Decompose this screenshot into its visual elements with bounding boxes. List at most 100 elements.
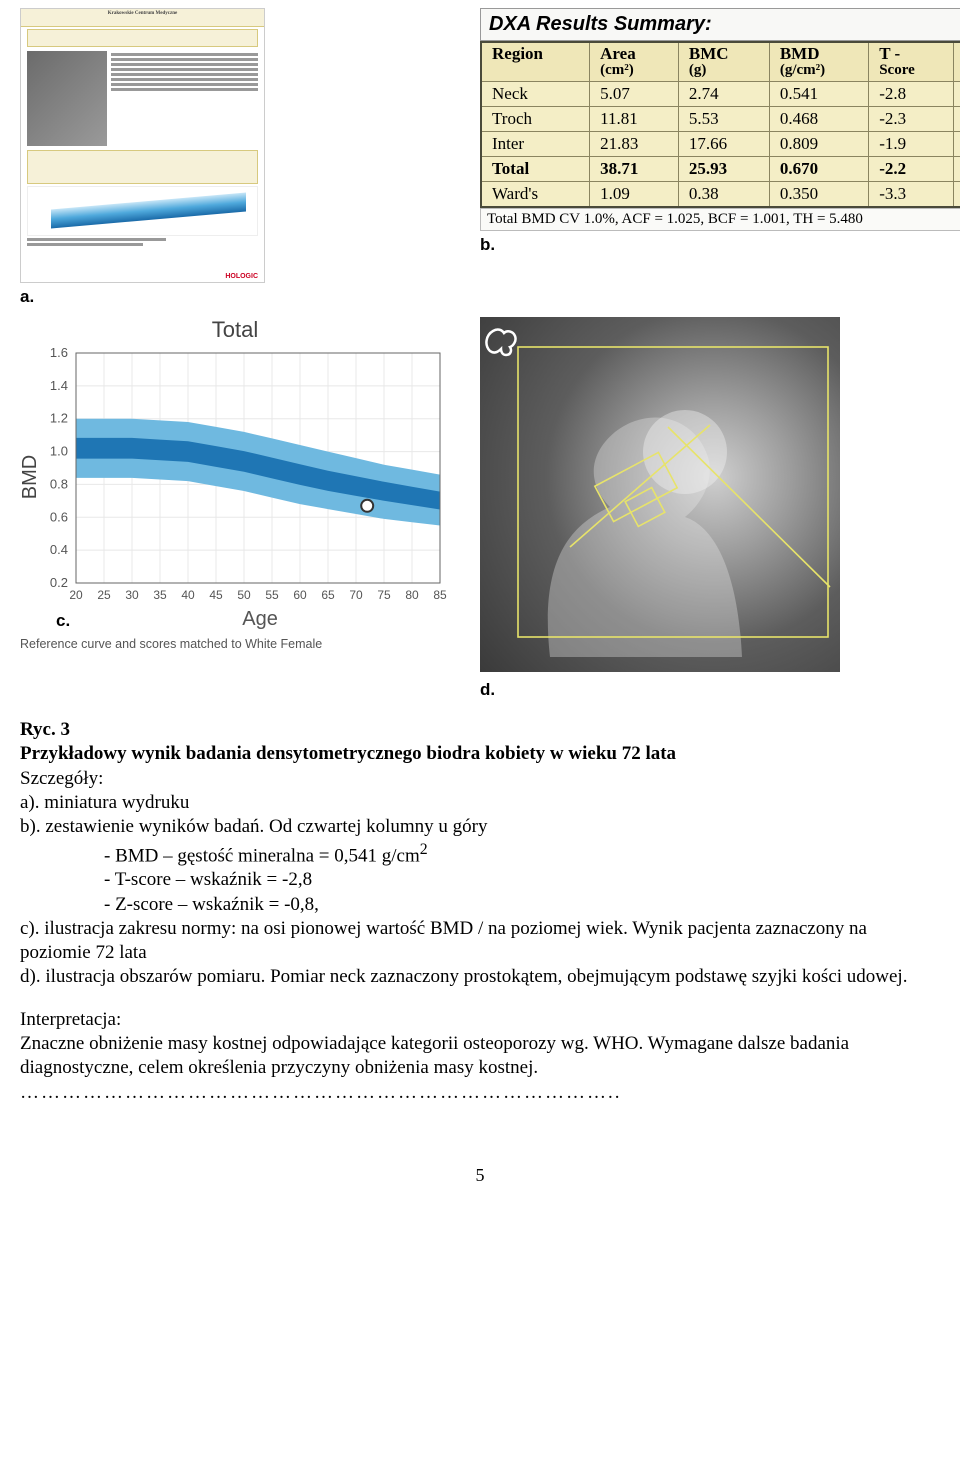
svg-text:1.4: 1.4 — [50, 378, 68, 393]
dxa-cell: -0.5 — [953, 131, 960, 156]
dxa-footer: Total BMD CV 1.0%, ACF = 1.025, BCF = 1.… — [480, 208, 960, 231]
svg-text:0.6: 0.6 — [50, 509, 68, 524]
chart-caption: Reference curve and scores matched to Wh… — [20, 637, 450, 651]
mini-strip — [27, 29, 258, 47]
panel-label-b: b. — [480, 235, 960, 255]
hip-icon — [480, 317, 522, 359]
dxa-cell: -1.9 — [869, 131, 954, 156]
dxa-cell: 25.93 — [678, 156, 769, 181]
page-number: 5 — [20, 1165, 940, 1186]
svg-text:55: 55 — [265, 588, 279, 602]
details-label: Szczegóły: — [20, 767, 940, 791]
dxa-cell: -0.6 — [953, 156, 960, 181]
dxa-cell: Neck — [481, 81, 590, 106]
panel-b: DXA Results Summary: RegionArea(cm²)BMC(… — [480, 8, 960, 307]
dxa-cell: 0.541 — [769, 81, 868, 106]
dxa-cell: -3.3 — [869, 181, 954, 207]
dxa-table: RegionArea(cm²)BMC(g)BMD(g/cm²)T -ScoreZ… — [480, 41, 960, 208]
figure-grid: Krakowskie Centrum Medyczne HOLOGIC a. — [20, 8, 940, 700]
detail-a: a). miniatura wydruku — [20, 791, 940, 815]
dxa-cell: -0.8 — [953, 81, 960, 106]
dxa-cell: 0.468 — [769, 106, 868, 131]
svg-text:85: 85 — [433, 588, 447, 602]
svg-text:20: 20 — [69, 588, 83, 602]
miniature-printout: Krakowskie Centrum Medyczne HOLOGIC — [20, 8, 265, 283]
panel-a: Krakowskie Centrum Medyczne HOLOGIC a. — [20, 8, 450, 307]
svg-text:0.8: 0.8 — [50, 476, 68, 491]
hologic-logo: HOLOGIC — [225, 273, 258, 280]
mini-info — [111, 51, 258, 146]
interp-label: Interpretacja: — [20, 1008, 940, 1032]
dxa-cell: -2.2 — [869, 156, 954, 181]
dxa-cell: Inter — [481, 131, 590, 156]
mini-header: Krakowskie Centrum Medyczne — [21, 9, 264, 27]
chart-xlabel: Age — [70, 608, 450, 631]
panel-label-c: c. — [56, 611, 70, 631]
dxa-col-header: BMD(g/cm²) — [769, 42, 868, 81]
panel-c: Total 0.2 0.4 0.6 0.8 1.0 1.2 1.4 1.6 20 25 30 35 40… — [20, 317, 450, 700]
dxa-col-header: Z -Score — [953, 42, 960, 81]
detail-b: b). zestawienie wyników badań. Od czwart… — [20, 815, 940, 839]
dxa-cell: -0.6 — [953, 181, 960, 207]
svg-text:BMD: BMD — [20, 455, 41, 499]
dxa-cell: 38.71 — [590, 156, 679, 181]
bmd-age-chart: 0.2 0.4 0.6 0.8 1.0 1.2 1.4 1.6 20 25 30 35 40 45 50 55… — [20, 347, 450, 607]
dxa-cell: 2.74 — [678, 81, 769, 106]
dxa-row: Ward's1.090.380.350-3.3-0.6 — [481, 181, 960, 207]
panel-d: d. — [480, 317, 960, 700]
svg-text:70: 70 — [349, 588, 363, 602]
svg-text:0.2: 0.2 — [50, 575, 68, 590]
dxa-cell: 11.81 — [590, 106, 679, 131]
dxa-cell: -0.9 — [953, 106, 960, 131]
dxa-row: Inter21.8317.660.809-1.9-0.5 — [481, 131, 960, 156]
svg-text:75: 75 — [377, 588, 391, 602]
dots: ………………………………………………………………………….. — [20, 1081, 940, 1105]
svg-text:50: 50 — [237, 588, 251, 602]
svg-text:80: 80 — [405, 588, 419, 602]
detail-c: c). ilustracja zakresu normy: na osi pio… — [20, 917, 940, 966]
fig-number: Ryc. 3 — [20, 719, 70, 740]
chart-title: Total — [20, 317, 450, 343]
dxa-cell: Ward's — [481, 181, 590, 207]
detail-b1: - BMD – gęstość mineralna = 0,541 g/cm2 — [20, 840, 940, 869]
mini-table — [27, 150, 258, 184]
dxa-cell: 5.07 — [590, 81, 679, 106]
detail-d: d). ilustracja obszarów pomiaru. Pomiar … — [20, 965, 940, 989]
svg-text:1.2: 1.2 — [50, 411, 68, 426]
svg-text:40: 40 — [181, 588, 195, 602]
dxa-cell: 0.670 — [769, 156, 868, 181]
dxa-cell: 0.350 — [769, 181, 868, 207]
dxa-col-header: Area(cm²) — [590, 42, 679, 81]
dxa-cell: 0.809 — [769, 131, 868, 156]
dxa-row: Troch11.815.530.468-2.3-0.9 — [481, 106, 960, 131]
dxa-cell: -2.8 — [869, 81, 954, 106]
detail-b3: - Z-score – wskaźnik = -0,8, — [20, 893, 940, 917]
dxa-title: DXA Results Summary: — [480, 8, 960, 41]
svg-text:1.6: 1.6 — [50, 347, 68, 360]
detail-b2: - T-score – wskaźnik = -2,8 — [20, 868, 940, 892]
svg-text:1.0: 1.0 — [50, 444, 68, 459]
svg-text:0.4: 0.4 — [50, 542, 68, 557]
panel-label-a: a. — [20, 287, 450, 307]
dxa-cell: Troch — [481, 106, 590, 131]
svg-text:30: 30 — [125, 588, 139, 602]
svg-text:25: 25 — [97, 588, 111, 602]
panel-label-d: d. — [480, 680, 960, 700]
svg-text:45: 45 — [209, 588, 223, 602]
dxa-cell: 0.38 — [678, 181, 769, 207]
xray-image — [480, 317, 840, 672]
svg-text:65: 65 — [321, 588, 335, 602]
dxa-cell: 21.83 — [590, 131, 679, 156]
fig-heading: Przykładowy wynik badania densytometrycz… — [20, 743, 676, 764]
dxa-col-header: Region — [481, 42, 590, 81]
dxa-row: Total38.7125.930.670-2.2-0.6 — [481, 156, 960, 181]
interp-text: Znaczne obniżenie masy kostnej odpowiada… — [20, 1032, 940, 1081]
dxa-cell: 5.53 — [678, 106, 769, 131]
svg-text:35: 35 — [153, 588, 167, 602]
dxa-cell: -2.3 — [869, 106, 954, 131]
mini-footnotes — [27, 238, 258, 246]
mini-chart — [27, 186, 258, 236]
figure-caption: Ryc. 3 Przykładowy wynik badania densyto… — [20, 718, 940, 1105]
dxa-cell: 1.09 — [590, 181, 679, 207]
dxa-cell: Total — [481, 156, 590, 181]
